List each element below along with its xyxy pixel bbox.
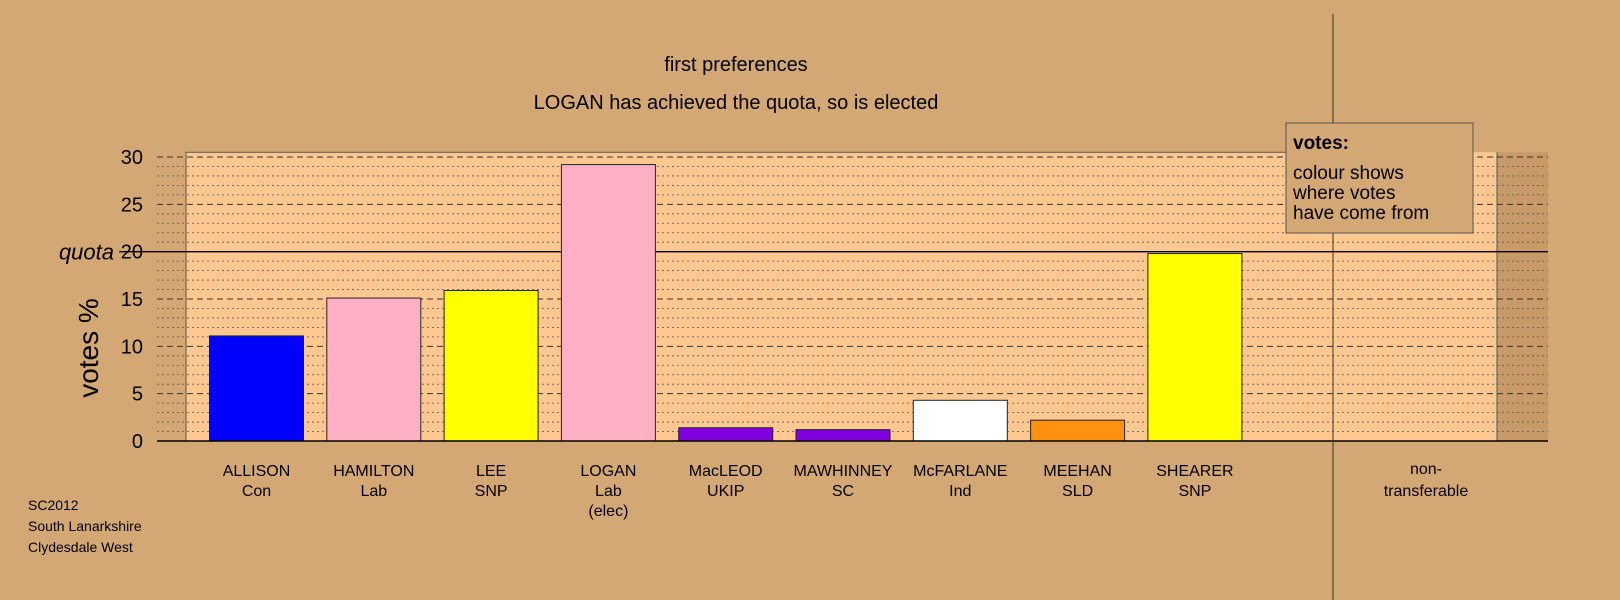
category-party: Con [242, 483, 271, 500]
footer-line-3: Clydesdale West [28, 539, 133, 555]
y-tick-labels: 0 5 10 15 20 25 30 [121, 147, 143, 453]
bar-logan [560, 164, 656, 442]
legend: votes: colour shows where votes have com… [1285, 122, 1474, 234]
category-name: HAMILTON [333, 463, 414, 480]
category-name: MAWHINNEY [794, 463, 893, 480]
axes [157, 14, 1548, 600]
category-party: Lab [360, 483, 387, 500]
non-transferable-label-line-2: transferable [1384, 483, 1469, 500]
legend-line-1: colour shows [1293, 163, 1404, 184]
chart-subtitle: LOGAN has achieved the quota, so is elec… [534, 92, 939, 114]
quota-label: quota [59, 240, 114, 265]
chart-title: first preferences [664, 54, 807, 76]
category-name: LEE [476, 463, 506, 480]
bar-hamilton [326, 297, 422, 442]
bar-meehan [1030, 419, 1126, 442]
category-name: ALLISON [223, 463, 291, 480]
y-tick-label: 5 [132, 384, 143, 406]
category-party: SNP [475, 483, 508, 500]
y-tick-label: 15 [121, 289, 143, 311]
legend-box [1285, 122, 1474, 234]
category-party: UKIP [707, 483, 744, 500]
legend-line-3: have come from [1293, 203, 1429, 224]
category-party: Ind [949, 483, 971, 500]
y-tick-label: 25 [121, 194, 143, 216]
category-party: SLD [1062, 483, 1093, 500]
bar-mcfarlane [912, 399, 1008, 442]
category-name: SHEARER [1156, 463, 1233, 480]
category-note: (elec) [588, 503, 628, 520]
bar-mawhinney [795, 429, 891, 442]
bar-lee [443, 289, 539, 442]
category-name: MacLEOD [689, 463, 763, 480]
y-tick-label: 30 [121, 147, 143, 169]
bar-macleod [678, 427, 774, 442]
category-name: LOGAN [580, 463, 636, 480]
bar-allison [209, 335, 304, 442]
category-name: MEEHAN [1043, 463, 1111, 480]
non-transferable-label-line-1: non- [1410, 461, 1442, 478]
y-tick-label: 0 [132, 431, 143, 453]
category-party: Lab [595, 483, 622, 500]
y-tick-label: 20 [121, 242, 143, 264]
category-party: SNP [1178, 483, 1211, 500]
y-tick-label: 10 [121, 336, 143, 358]
footer-line-1: SC2012 [28, 497, 79, 513]
bars [209, 164, 1243, 442]
y-axis-label: votes % [73, 298, 104, 398]
category-name: McFARLANE [913, 463, 1007, 480]
plot-area-margin [1497, 152, 1548, 441]
legend-title: votes: [1293, 133, 1349, 154]
footer-line-2: South Lanarkshire [28, 518, 142, 534]
legend-line-2: where votes [1292, 183, 1395, 204]
category-party: SC [832, 483, 854, 500]
bar-shearer [1147, 253, 1243, 442]
footer: SC2012 South Lanarkshire Clydesdale West [28, 497, 142, 555]
category-labels: ALLISON Con HAMILTON Lab LEE SNP LOGAN Lab (elec… [223, 463, 1234, 520]
